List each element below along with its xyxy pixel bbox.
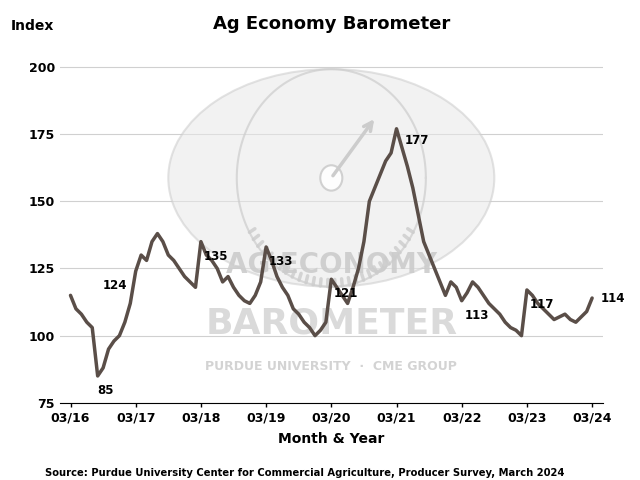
Text: 124: 124 <box>103 279 127 292</box>
Text: 121: 121 <box>334 288 358 300</box>
Text: PURDUE UNIVERSITY  ·  CME GROUP: PURDUE UNIVERSITY · CME GROUP <box>205 360 457 373</box>
Text: Index: Index <box>11 19 54 33</box>
Text: 135: 135 <box>204 250 228 263</box>
Circle shape <box>168 69 494 287</box>
Text: 133: 133 <box>269 255 293 268</box>
Ellipse shape <box>320 165 342 191</box>
Title: Ag Economy Barometer: Ag Economy Barometer <box>212 15 450 33</box>
Text: 117: 117 <box>530 298 554 311</box>
Text: 177: 177 <box>404 134 429 147</box>
X-axis label: Month & Year: Month & Year <box>278 432 385 446</box>
Text: AG ECONOMY: AG ECONOMY <box>226 251 437 279</box>
Text: BAROMETER: BAROMETER <box>205 306 458 340</box>
Text: 85: 85 <box>98 384 114 397</box>
Text: 113: 113 <box>465 309 489 322</box>
Text: Source: Purdue University Center for Commercial Agriculture, Producer Survey, Ma: Source: Purdue University Center for Com… <box>45 468 564 478</box>
Text: 114: 114 <box>600 291 625 304</box>
